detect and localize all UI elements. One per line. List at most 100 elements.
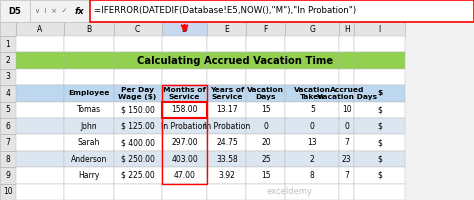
Text: 7: 7: [6, 138, 10, 147]
Text: F: F: [264, 24, 268, 33]
Bar: [64, 167, 114, 184]
Bar: [16, 69, 64, 85]
Bar: [162, 151, 208, 167]
Text: fx: fx: [74, 6, 84, 16]
Bar: [285, 22, 339, 36]
Text: 13: 13: [308, 138, 317, 147]
Text: 0: 0: [310, 122, 315, 131]
Bar: [339, 167, 354, 184]
Text: 3.92: 3.92: [219, 171, 236, 180]
Bar: [114, 118, 162, 134]
Bar: [162, 85, 208, 184]
Text: 23: 23: [342, 154, 352, 163]
Text: Accrued
Vacation Days: Accrued Vacation Days: [317, 87, 377, 100]
Text: 13.17: 13.17: [216, 105, 238, 114]
Text: Sarah: Sarah: [78, 138, 100, 147]
Text: 1: 1: [6, 40, 10, 49]
Bar: [114, 85, 162, 102]
Bar: [64, 22, 114, 36]
Bar: [0, 134, 16, 151]
Text: 5: 5: [6, 105, 10, 114]
Bar: [339, 85, 354, 102]
Bar: [16, 167, 64, 184]
Text: 7: 7: [344, 138, 349, 147]
Bar: [114, 151, 162, 167]
Bar: [16, 184, 64, 200]
Bar: [285, 118, 339, 134]
Bar: [0, 151, 16, 167]
Text: A: A: [37, 24, 43, 33]
Bar: [0, 36, 16, 52]
Bar: [208, 69, 246, 85]
Bar: [208, 118, 246, 134]
Bar: [114, 69, 162, 85]
Text: $: $: [377, 154, 382, 163]
Text: 403.00: 403.00: [171, 154, 198, 163]
Text: 20: 20: [261, 138, 271, 147]
Bar: [339, 36, 354, 52]
Bar: [0, 167, 16, 184]
Bar: [285, 134, 339, 151]
Bar: [114, 102, 162, 118]
Text: 5: 5: [310, 105, 315, 114]
Bar: [339, 22, 354, 36]
Bar: [246, 167, 285, 184]
Text: $: $: [377, 122, 382, 131]
Bar: [162, 102, 208, 118]
Bar: [162, 184, 208, 200]
Text: John: John: [81, 122, 97, 131]
Bar: [354, 102, 405, 118]
Bar: [246, 184, 285, 200]
Bar: [0, 52, 16, 69]
Bar: [64, 118, 114, 134]
Bar: [285, 151, 339, 167]
Bar: [16, 134, 64, 151]
Bar: [162, 102, 208, 118]
Bar: [64, 85, 114, 102]
Bar: [114, 184, 162, 200]
Bar: [246, 69, 285, 85]
Bar: [208, 85, 246, 102]
Bar: [162, 69, 208, 85]
Bar: [64, 52, 114, 69]
Bar: [208, 22, 246, 36]
Bar: [285, 102, 339, 118]
Bar: [339, 52, 354, 69]
Bar: [16, 52, 64, 69]
Bar: [208, 102, 246, 118]
Bar: [285, 69, 339, 85]
Bar: [339, 102, 354, 118]
Text: Tomas: Tomas: [77, 105, 101, 114]
Bar: [16, 22, 64, 36]
Bar: [16, 151, 64, 167]
Bar: [90, 0, 474, 22]
Bar: [208, 184, 246, 200]
Text: Per Day
Wage ($): Per Day Wage ($): [118, 87, 157, 100]
Text: 0: 0: [344, 122, 349, 131]
Bar: [114, 134, 162, 151]
Bar: [16, 118, 64, 134]
Bar: [114, 52, 162, 69]
Text: 33.58: 33.58: [216, 154, 238, 163]
Bar: [246, 52, 285, 69]
Text: 24.75: 24.75: [216, 138, 238, 147]
Text: =IFERROR(DATEDIF(Database!E5,NOW(),"M"),"In Probation"): =IFERROR(DATEDIF(Database!E5,NOW(),"M"),…: [94, 6, 356, 16]
Bar: [162, 118, 208, 134]
Text: $: $: [377, 171, 382, 180]
Bar: [162, 22, 208, 36]
Text: 297.00: 297.00: [171, 138, 198, 147]
Text: $: $: [377, 105, 382, 114]
Text: Calculating Accrued Vacation Time: Calculating Accrued Vacation Time: [137, 56, 333, 66]
Text: 15: 15: [261, 105, 271, 114]
Text: Harry: Harry: [78, 171, 100, 180]
Text: H: H: [344, 24, 349, 33]
Bar: [208, 36, 246, 52]
Bar: [114, 167, 162, 184]
Text: 10: 10: [3, 187, 13, 196]
Text: 8: 8: [6, 154, 10, 163]
Bar: [162, 134, 208, 151]
Text: I: I: [379, 24, 381, 33]
Text: C: C: [135, 24, 140, 33]
Text: D5: D5: [9, 6, 21, 16]
Bar: [354, 36, 405, 52]
